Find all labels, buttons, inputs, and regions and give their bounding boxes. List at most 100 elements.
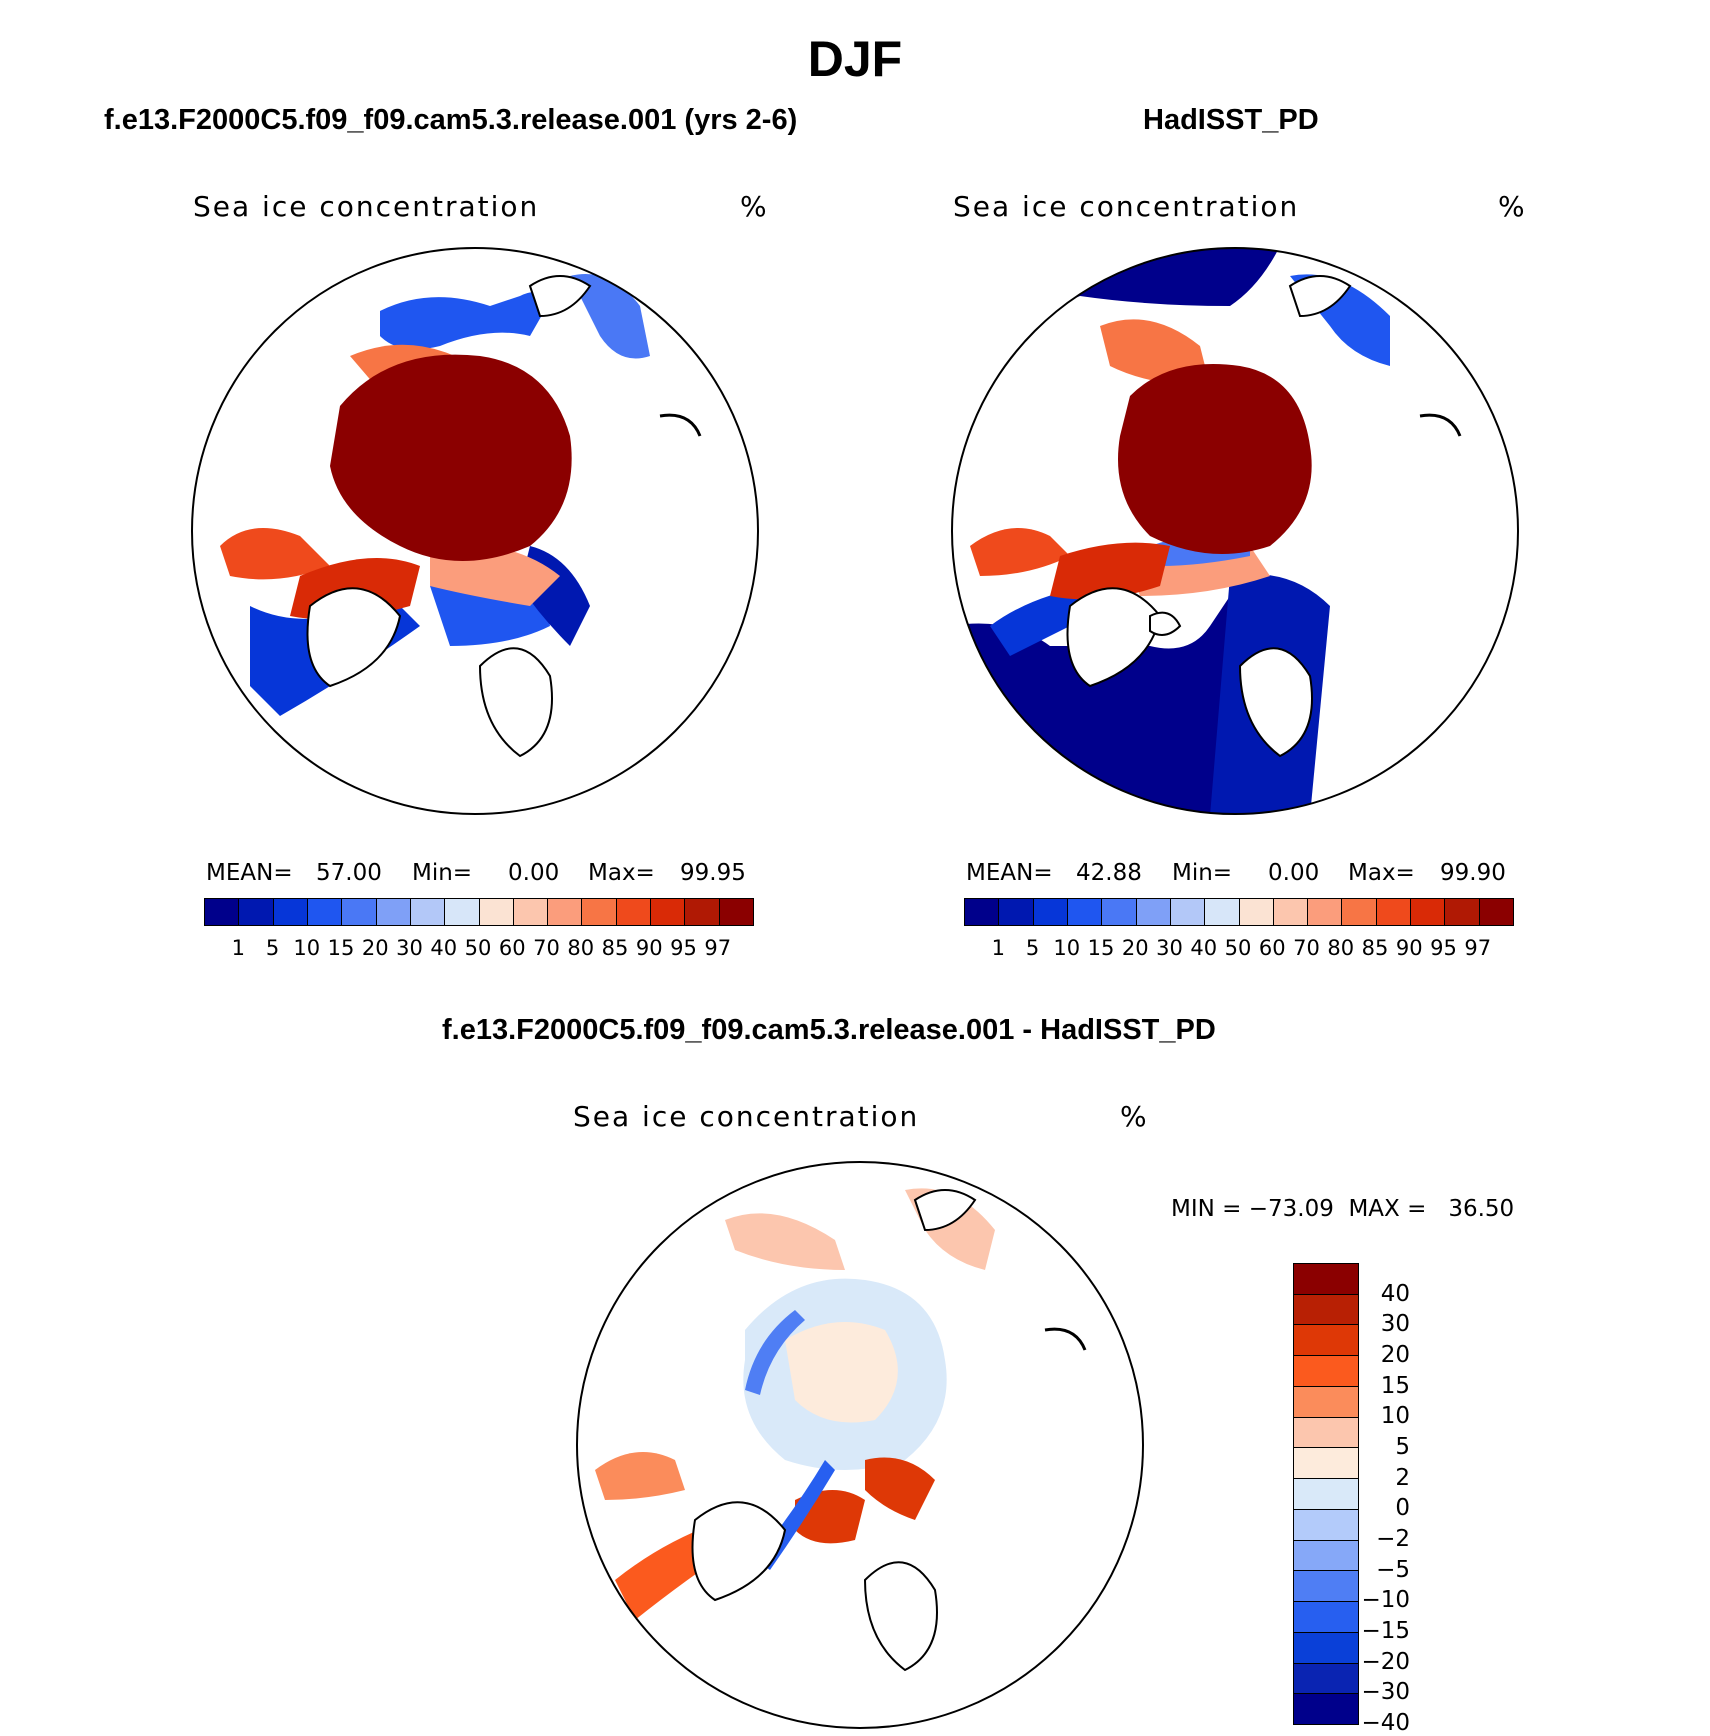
panel2-colorbar-swatch	[1205, 899, 1240, 925]
panel1-stats: MEAN= 57.00 Min= 0.00 Max= 99.95	[206, 860, 766, 888]
panel3-colorbar-tick-label: 2	[1395, 1464, 1410, 1491]
panel1-colorbar-swatch	[273, 899, 308, 925]
panel1-colorbar-swatch	[582, 899, 617, 925]
panel3-colorbar	[1293, 1263, 1359, 1725]
figure-title: DJF	[807, 31, 903, 87]
panel2-colorbar-labels: 1 5 10 15 20 30 40 50 60 70 80 85 90 95 97	[964, 936, 1512, 964]
panel2-colorbar-tick-label: 20	[1121, 936, 1149, 960]
panel2-colorbar-tick-label: 70	[1293, 936, 1320, 960]
panel2-min-value: 0.00	[1268, 860, 1320, 886]
panel2-colorbar-tick-label: 85	[1361, 936, 1389, 960]
panel3-colorbar-swatch	[1294, 1325, 1358, 1357]
panel2-colorbar-tick-label: 97	[1464, 936, 1492, 960]
panel1-colorbar-tick-label: 90	[635, 936, 663, 960]
panel1-variable-label: Sea ice concentration	[193, 190, 540, 223]
panel3-colorbar-swatch	[1294, 1294, 1358, 1326]
panel3-variable-label: Sea ice concentration	[573, 1100, 920, 1133]
panel1-colorbar-tick-label: 5	[265, 936, 280, 960]
panel3-colorbar-swatch	[1294, 1479, 1358, 1510]
panel3-colorbar-swatch	[1294, 1386, 1358, 1418]
panel3-colorbar-tick-label: −20	[1361, 1648, 1410, 1675]
panel1-colorbar-swatch	[719, 899, 753, 925]
panel3-colorbar-tick-label: −10	[1361, 1587, 1410, 1614]
panel2-colorbar-tick-label: 5	[1025, 936, 1040, 960]
panel1-units-label: %	[740, 190, 769, 223]
panel1-colorbar-tick-label: 1	[231, 936, 245, 960]
panel2-colorbar-swatch	[965, 899, 1000, 925]
panel3-colorbar-tick-label: 5	[1395, 1434, 1410, 1460]
panel3-colorbar-swatch	[1294, 1663, 1358, 1695]
panel2-units-label: %	[1498, 190, 1527, 223]
panel1-colorbar-swatch	[513, 899, 549, 925]
panel3-colorbar-tick-label: 0	[1395, 1495, 1410, 1522]
panel2-mean-value: 42.88	[1076, 860, 1142, 886]
panel2-colorbar	[964, 898, 1514, 926]
panel2-title: HadISST_PD	[1143, 104, 1319, 136]
panel2-colorbar-tick-label: 15	[1087, 936, 1115, 960]
panel3-colorbar-swatch	[1294, 1264, 1358, 1295]
panel2-colorbar-swatch	[1376, 899, 1412, 925]
panel2-colorbar-swatch	[1273, 899, 1309, 925]
panel3-colorbar-swatch	[1294, 1448, 1358, 1480]
panel1-colorbar-swatch	[239, 899, 274, 925]
panel3-colorbar-swatch	[1294, 1571, 1358, 1603]
panel3-colorbar-tick-label: −30	[1361, 1679, 1410, 1706]
panel3-polar-map	[576, 1161, 1144, 1729]
panel1-min-value: 0.00	[508, 860, 560, 886]
panel1-max-value: 99.95	[680, 860, 746, 886]
panel3-colorbar-swatch	[1294, 1417, 1358, 1449]
panel2-colorbar-swatch	[1067, 899, 1103, 925]
panel1-min-label: Min=	[412, 860, 473, 886]
panel1-colorbar-swatch	[410, 899, 446, 925]
panel3-colorbar-swatch	[1294, 1509, 1358, 1541]
panel3-colorbar-tick-label: −15	[1361, 1618, 1410, 1644]
panel1-colorbar-swatch	[548, 899, 583, 925]
panel2-stats: MEAN= 42.88 Min= 0.00 Max= 99.90	[966, 860, 1526, 888]
panel2-min-label: Min=	[1172, 860, 1233, 886]
panel3-colorbar-tick-label: 20	[1380, 1342, 1410, 1368]
panel1-mean-label: MEAN=	[206, 860, 293, 886]
panel2-colorbar-tick-label: 10	[1053, 936, 1081, 960]
panel2-colorbar-tick-label: 60	[1258, 936, 1286, 960]
panel1-title: f.e13.F2000C5.f09_f09.cam5.3.release.001…	[104, 104, 798, 136]
panel2-colorbar-swatch	[1239, 899, 1274, 925]
panel1-colorbar-tick-label: 20	[361, 936, 389, 960]
panel2-colorbar-tick-label: 95	[1430, 936, 1457, 960]
panel3-colorbar-tick-label: −2	[1376, 1526, 1410, 1552]
panel1-colorbar-labels: 1 5 10 15 20 30 40 50 60 70 80 85 90 95 97	[204, 936, 752, 964]
panel3-colorbar-swatch	[1294, 1540, 1358, 1572]
panel1-colorbar-tick-label: 10	[293, 936, 321, 960]
panel3-colorbar-labels: 40 30 20 15 10 5 2 0 −2 −5 −10 −15 −20 −30 −40	[1360, 1263, 1410, 1736]
panel2-colorbar-tick-label: 50	[1224, 936, 1252, 960]
panel2-colorbar-swatch	[1445, 899, 1480, 925]
panel2-max-value: 99.90	[1440, 860, 1506, 886]
panel3-colorbar-tick-label: −40	[1361, 1710, 1410, 1736]
panel1-colorbar-swatch	[479, 899, 514, 925]
panel1-colorbar-tick-label: 50	[464, 936, 492, 960]
panel3-colorbar-tick-label: 15	[1380, 1372, 1410, 1399]
panel1-colorbar-tick-label: 95	[670, 936, 697, 960]
panel1-colorbar-swatch	[307, 899, 343, 925]
panel3-colorbar-tick-label: 40	[1380, 1280, 1410, 1307]
panel3-units-label: %	[1120, 1100, 1149, 1133]
panel1-colorbar-tick-label: 85	[601, 936, 629, 960]
panel1-colorbar-tick-label: 70	[533, 936, 560, 960]
panel1-colorbar-swatch	[685, 899, 720, 925]
panel3-title: f.e13.F2000C5.f09_f09.cam5.3.release.001…	[442, 1014, 1216, 1046]
panel1-colorbar-tick-label: 40	[430, 936, 458, 960]
panel2-colorbar-tick-label: 90	[1395, 936, 1423, 960]
panel2-colorbar-tick-label: 30	[1156, 936, 1183, 960]
panel1-max-label: Max=	[588, 860, 655, 886]
panel1-colorbar-tick-label: 30	[396, 936, 423, 960]
panel1-mean-value: 57.00	[316, 860, 382, 886]
panel2-colorbar-swatch	[1308, 899, 1343, 925]
panel3-colorbar-tick-label: −5	[1376, 1556, 1410, 1583]
panel2-colorbar-swatch	[1102, 899, 1137, 925]
panel3-colorbar-swatch	[1294, 1694, 1358, 1725]
panel2-variable-label: Sea ice concentration	[953, 190, 1300, 223]
panel3-colorbar-swatch	[1294, 1356, 1358, 1387]
panel1-colorbar-swatch	[342, 899, 377, 925]
panel2-colorbar-swatch	[999, 899, 1034, 925]
panel3-colorbar-swatch	[1294, 1602, 1358, 1633]
panel2-colorbar-swatch	[1479, 899, 1513, 925]
